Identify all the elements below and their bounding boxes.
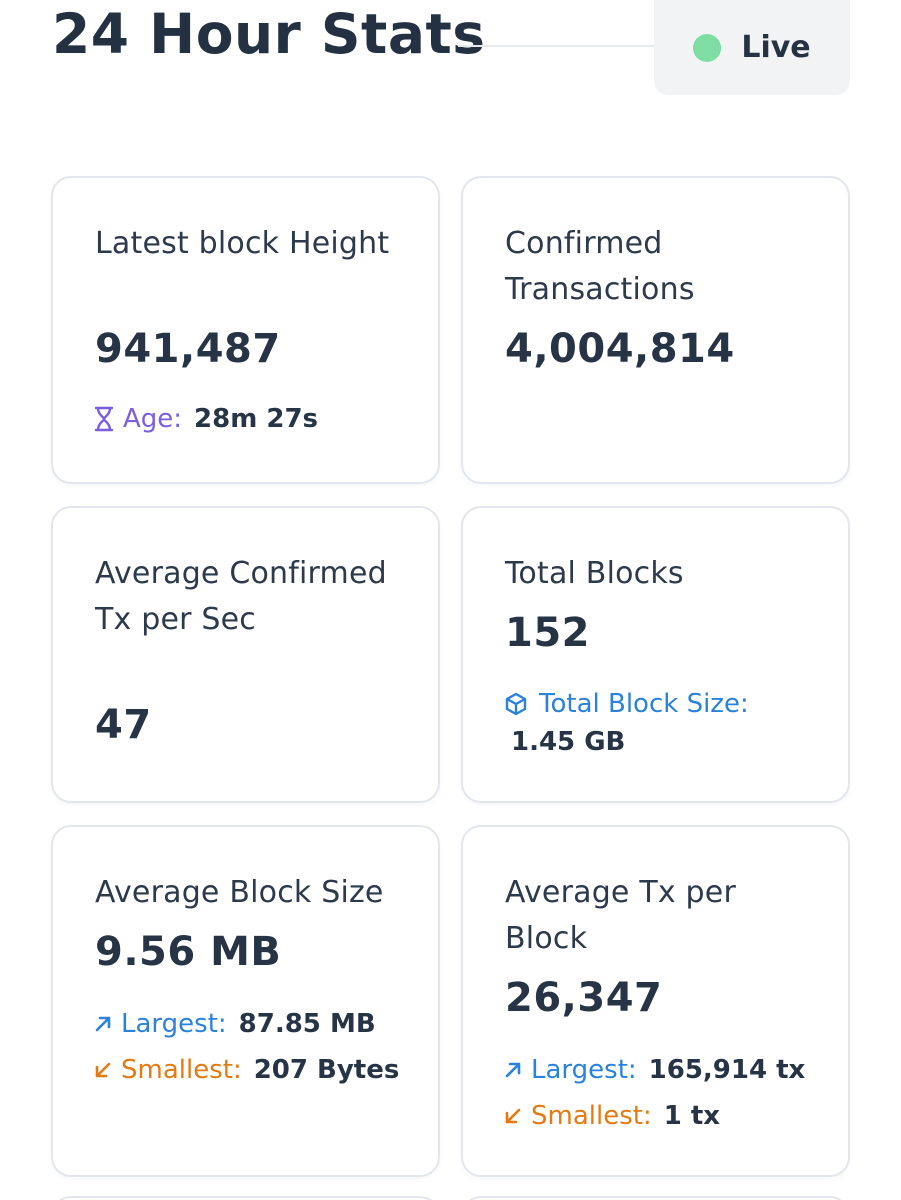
smallest-row: Smallest: 1 tx (503, 1099, 720, 1133)
total-block-size: Total Block Size: 1.45 GB (503, 686, 749, 760)
card-next-left (51, 1196, 440, 1200)
card-value: 26,347 (505, 975, 663, 1021)
largest-row: Largest: 165,914 tx (503, 1053, 805, 1087)
card-label: Average Block Size (95, 875, 384, 910)
smallest-label: Smallest: (121, 1055, 242, 1085)
age-value: 28m 27s (194, 404, 319, 434)
age-row: Age: 28m 27s (93, 402, 318, 436)
smallest-value: 207 Bytes (253, 1055, 400, 1085)
largest-value: 165,914 tx (648, 1055, 806, 1085)
header-divider (458, 45, 658, 47)
hourglass-icon (94, 406, 114, 432)
card-average-tx-per-block: Average Tx per Block 26,347 Largest: 165… (461, 825, 850, 1177)
smallest-row: Smallest: 207 Bytes (93, 1053, 399, 1087)
total-block-size-label: Total Block Size: (539, 689, 749, 719)
live-status-badge: Live (654, 0, 850, 95)
card-latest-block-height: Latest block Height 941,487 Age: 28m 27s (51, 176, 440, 484)
arrow-down-left-icon (505, 1108, 521, 1124)
header: 24 Hour Stats Live (0, 0, 901, 110)
card-label: Average Tx per Block (505, 875, 736, 956)
largest-label: Largest: (531, 1055, 637, 1085)
arrow-up-right-icon (95, 1016, 111, 1032)
arrow-down-left-icon (95, 1062, 111, 1078)
card-value: 4,004,814 (505, 326, 735, 372)
age-label: Age: (123, 404, 183, 434)
card-total-blocks: Total Blocks 152 Total Block Size: 1.45 … (461, 506, 850, 803)
smallest-value: 1 tx (663, 1101, 721, 1131)
card-value: 941,487 (95, 326, 281, 372)
largest-row: Largest: 87.85 MB (93, 1007, 376, 1041)
card-value: 47 (95, 702, 152, 748)
largest-value: 87.85 MB (238, 1009, 376, 1039)
card-label: Average Confirmed Tx per Sec (95, 556, 387, 637)
card-label: Confirmed Transactions (505, 226, 695, 307)
card-value: 152 (505, 610, 590, 656)
live-label: Live (741, 30, 811, 65)
card-label: Latest block Height (95, 226, 390, 261)
card-value: 9.56 MB (95, 929, 282, 975)
largest-label: Largest: (121, 1009, 227, 1039)
card-avg-confirmed-tx-per-sec: Average Confirmed Tx per Sec 47 (51, 506, 440, 803)
smallest-label: Smallest: (531, 1101, 652, 1131)
arrow-up-right-icon (505, 1062, 521, 1078)
cube-icon (505, 692, 527, 716)
card-label: Total Blocks (505, 556, 684, 591)
live-dot-icon (693, 33, 722, 62)
card-next-right (461, 1196, 850, 1200)
card-confirmed-transactions: Confirmed Transactions 4,004,814 (461, 176, 850, 484)
card-average-block-size: Average Block Size 9.56 MB Largest: 87.8… (51, 825, 440, 1177)
page-title: 24 Hour Stats (52, 2, 486, 66)
total-block-size-value: 1.45 GB (511, 727, 626, 757)
